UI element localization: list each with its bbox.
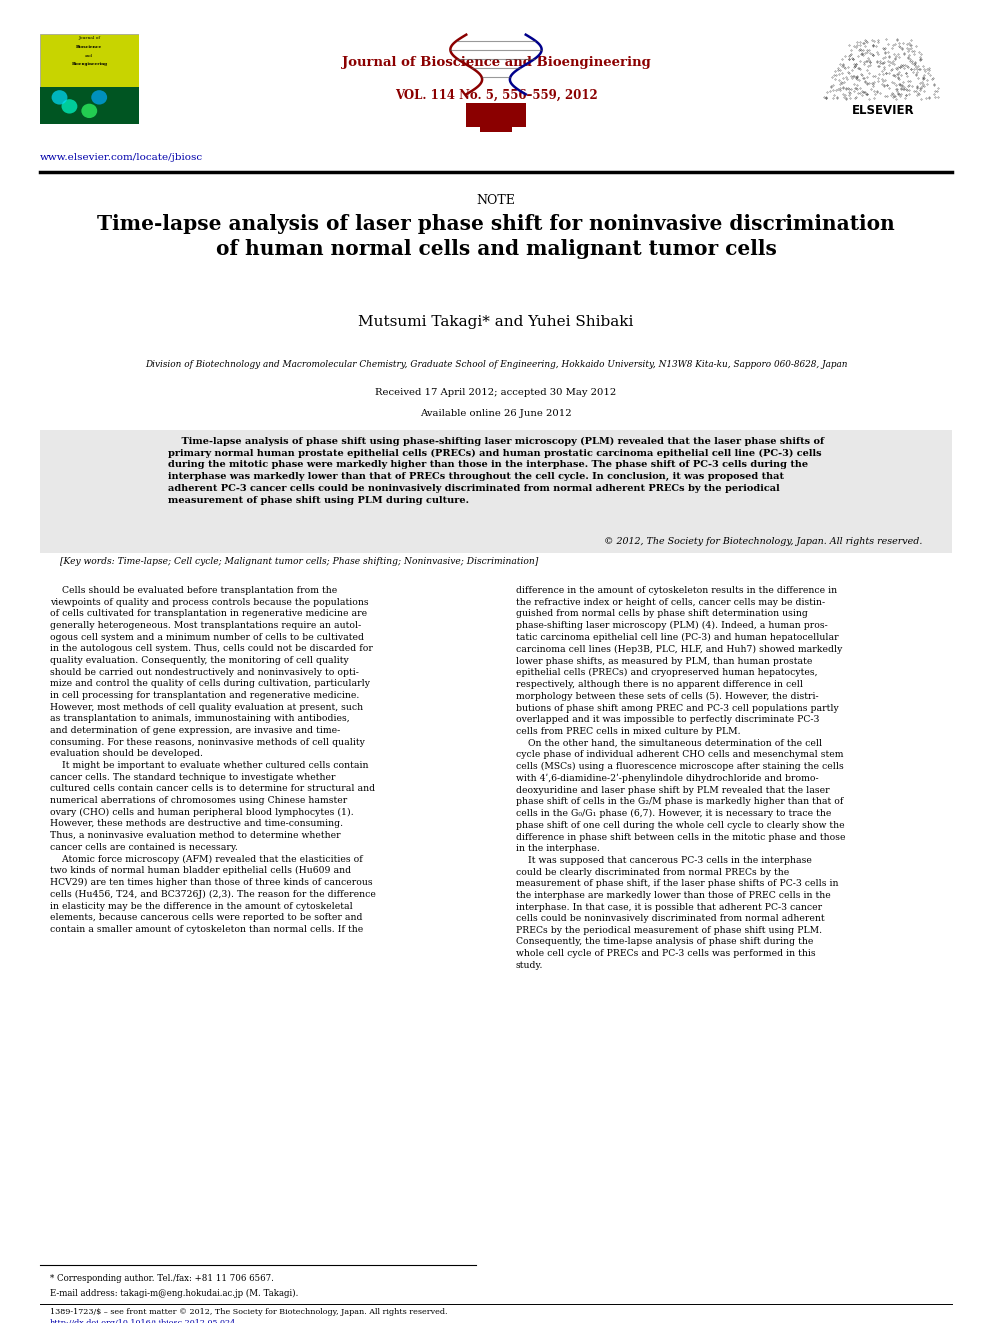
Text: Received 17 April 2012; accepted 30 May 2012: Received 17 April 2012; accepted 30 May … xyxy=(375,388,617,397)
Text: difference in the amount of cytoskeleton results in the difference in
the refrac: difference in the amount of cytoskeleton… xyxy=(516,586,845,970)
Text: Cells should be evaluated before transplantation from the
viewpoints of quality : Cells should be evaluated before transpl… xyxy=(50,586,376,934)
Text: Time-lapse analysis of laser phase shift for noninvasive discrimination
of human: Time-lapse analysis of laser phase shift… xyxy=(97,214,895,259)
Text: Time-lapse analysis of phase shift using phase-shifting laser microscopy (PLM) r: Time-lapse analysis of phase shift using… xyxy=(168,437,824,505)
Text: Bioscience: Bioscience xyxy=(76,45,102,49)
Text: and: and xyxy=(85,54,93,58)
Text: 1389-1723/$ – see front matter © 2012, The Society for Biotechnology, Japan. All: 1389-1723/$ – see front matter © 2012, T… xyxy=(50,1308,447,1316)
Bar xyxy=(466,103,526,127)
Text: NOTE: NOTE xyxy=(476,194,516,208)
Text: Division of Biotechnology and Macromolecular Chemistry, Graduate School of Engin: Division of Biotechnology and Macromolec… xyxy=(145,360,847,369)
Text: * Corresponding author. Tel./fax: +81 11 706 6567.: * Corresponding author. Tel./fax: +81 11… xyxy=(50,1274,274,1283)
Text: Available online 26 June 2012: Available online 26 June 2012 xyxy=(421,409,571,418)
Text: [Key words: Time-lapse; Cell cycle; Malignant tumor cells; Phase shifting; Nonin: [Key words: Time-lapse; Cell cycle; Mali… xyxy=(60,557,538,566)
Text: Journal of: Journal of xyxy=(78,36,100,40)
Text: www.elsevier.com/locate/jbiosc: www.elsevier.com/locate/jbiosc xyxy=(40,153,202,163)
Circle shape xyxy=(81,103,97,118)
Text: Bioengineering: Bioengineering xyxy=(71,62,107,66)
Text: VOL. 114 No. 5, 556–559, 2012: VOL. 114 No. 5, 556–559, 2012 xyxy=(395,89,597,102)
Text: E-mail address: takagi-m@eng.hokudai.ac.jp (M. Takagi).: E-mail address: takagi-m@eng.hokudai.ac.… xyxy=(50,1289,298,1298)
Circle shape xyxy=(62,99,77,114)
Text: © 2012, The Society for Biotechnology, Japan. All rights reserved.: © 2012, The Society for Biotechnology, J… xyxy=(604,537,923,546)
Circle shape xyxy=(91,90,107,105)
Text: http://dx.doi.org/10.1016/j.jbiosc.2012.05.024: http://dx.doi.org/10.1016/j.jbiosc.2012.… xyxy=(50,1319,236,1323)
Bar xyxy=(40,430,952,553)
Text: Journal of Bioscience and Bioengineering: Journal of Bioscience and Bioengineering xyxy=(341,56,651,69)
Text: Mutsumi Takagi* and Yuhei Shibaki: Mutsumi Takagi* and Yuhei Shibaki xyxy=(358,315,634,329)
Bar xyxy=(480,123,512,132)
Circle shape xyxy=(52,90,67,105)
Bar xyxy=(40,86,139,124)
Text: ELSEVIER: ELSEVIER xyxy=(851,105,915,118)
